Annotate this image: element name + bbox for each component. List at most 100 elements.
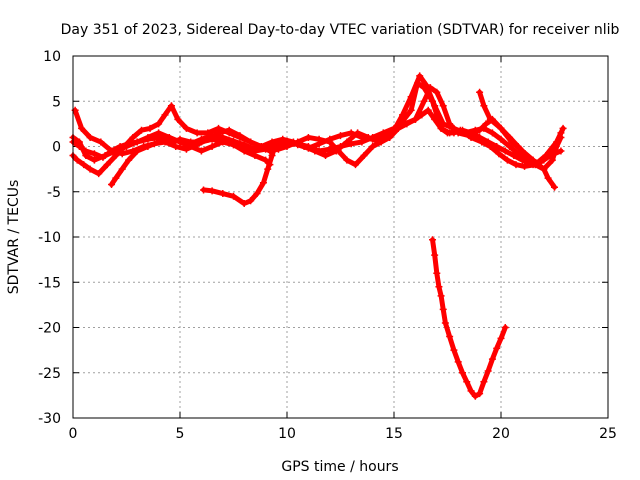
axis-ticks: 0 5 10 15 20 25 -30 -25 -20 -15 -10 -5 0 5 10 [38, 49, 617, 442]
chart-title: Day 351 of 2023, Sidereal Day-to-day VTE… [61, 22, 620, 38]
data-point-marker [351, 161, 359, 169]
data-point-marker [540, 165, 548, 173]
data-point-marker [431, 251, 439, 259]
data-point-marker [262, 156, 270, 164]
data-point-marker [358, 133, 366, 141]
data-point-marker [208, 143, 216, 150]
x-tick-label: 20 [492, 426, 510, 442]
y-tick-label: -15 [38, 275, 61, 291]
data-point-marker [304, 144, 312, 152]
data-point-marker [501, 324, 509, 331]
grid [73, 56, 608, 418]
data-point-marker [144, 133, 152, 141]
data-point-marker [437, 292, 445, 300]
data-series [69, 72, 567, 400]
data-point-marker [512, 161, 520, 169]
data-point-marker [486, 143, 494, 150]
data-point-marker [200, 186, 208, 194]
data-point-marker [125, 156, 133, 164]
data-point-marker [553, 138, 561, 146]
y-tick-label: -25 [38, 366, 61, 382]
data-point-marker [193, 129, 201, 137]
data-point-marker [332, 147, 340, 155]
data-point-marker [294, 141, 302, 149]
series-track-f [200, 138, 280, 208]
y-tick-label: 0 [52, 140, 61, 156]
data-point-marker [283, 137, 291, 145]
plot-frame [72, 55, 609, 419]
data-point-marker [439, 305, 447, 313]
data-point-marker [480, 102, 488, 110]
data-point-marker [420, 97, 428, 105]
data-point-marker [501, 147, 509, 155]
data-point-marker [123, 143, 130, 150]
data-point-marker [343, 156, 351, 164]
data-point-marker [484, 367, 492, 375]
data-point-marker [108, 181, 116, 189]
data-point-marker [133, 138, 141, 146]
data-point-marker [463, 378, 471, 386]
data-point-marker [437, 124, 445, 132]
data-point-marker [172, 143, 180, 150]
data-point-marker [337, 132, 344, 140]
data-point-marker [322, 152, 330, 160]
data-point-marker [441, 319, 449, 327]
data-point-marker [230, 141, 237, 149]
data-point-marker [495, 150, 503, 158]
data-point-marker [503, 156, 511, 164]
data-point-marker [435, 283, 443, 291]
data-point-marker [450, 124, 458, 132]
data-point-marker [454, 358, 462, 366]
data-point-marker [259, 179, 267, 187]
data-point-marker [422, 81, 430, 89]
data-point-marker [86, 133, 94, 141]
data-point-marker [268, 152, 276, 160]
data-point-marker [90, 150, 98, 158]
data-point-marker [407, 106, 415, 114]
data-point-marker [144, 143, 152, 150]
x-tick-label: 0 [69, 426, 78, 442]
data-point-marker [433, 88, 441, 96]
y-tick-label: 10 [43, 49, 61, 65]
data-point-marker [73, 156, 81, 164]
data-point-marker [506, 143, 514, 150]
data-point-marker [347, 129, 355, 137]
data-point-marker [167, 102, 175, 110]
data-point-marker [197, 147, 205, 155]
data-point-marker [439, 102, 447, 110]
data-point-marker [431, 102, 439, 110]
data-point-marker [544, 174, 552, 182]
data-point-marker [514, 150, 522, 158]
data-point-marker [103, 161, 111, 169]
data-point-marker [176, 138, 184, 146]
y-tick-label: -10 [38, 230, 61, 246]
data-point-marker [230, 192, 237, 200]
data-point-marker [240, 147, 248, 155]
data-point-marker [97, 138, 105, 146]
data-point-marker [488, 129, 496, 137]
data-point-marker [446, 129, 454, 137]
data-point-marker [80, 161, 88, 169]
data-point-marker [416, 72, 424, 80]
data-point-marker [155, 138, 163, 146]
x-tick-label: 25 [599, 426, 617, 442]
data-point-marker [433, 269, 441, 277]
series-trace [72, 80, 566, 169]
data-point-marker [497, 334, 505, 342]
data-point-marker [219, 190, 227, 198]
data-point-marker [253, 190, 261, 198]
data-point-marker [146, 124, 154, 132]
data-point-marker [559, 124, 567, 132]
data-point-marker [471, 392, 479, 400]
data-point-marker [165, 133, 173, 141]
data-point-marker [546, 152, 554, 160]
data-point-marker [467, 133, 475, 141]
x-tick-label: 15 [385, 426, 403, 442]
data-point-marker [240, 200, 248, 208]
data-point-marker [343, 138, 351, 146]
data-point-marker [429, 236, 437, 244]
data-point-marker [508, 138, 516, 146]
data-point-marker [174, 115, 182, 123]
data-point-marker [529, 156, 537, 164]
